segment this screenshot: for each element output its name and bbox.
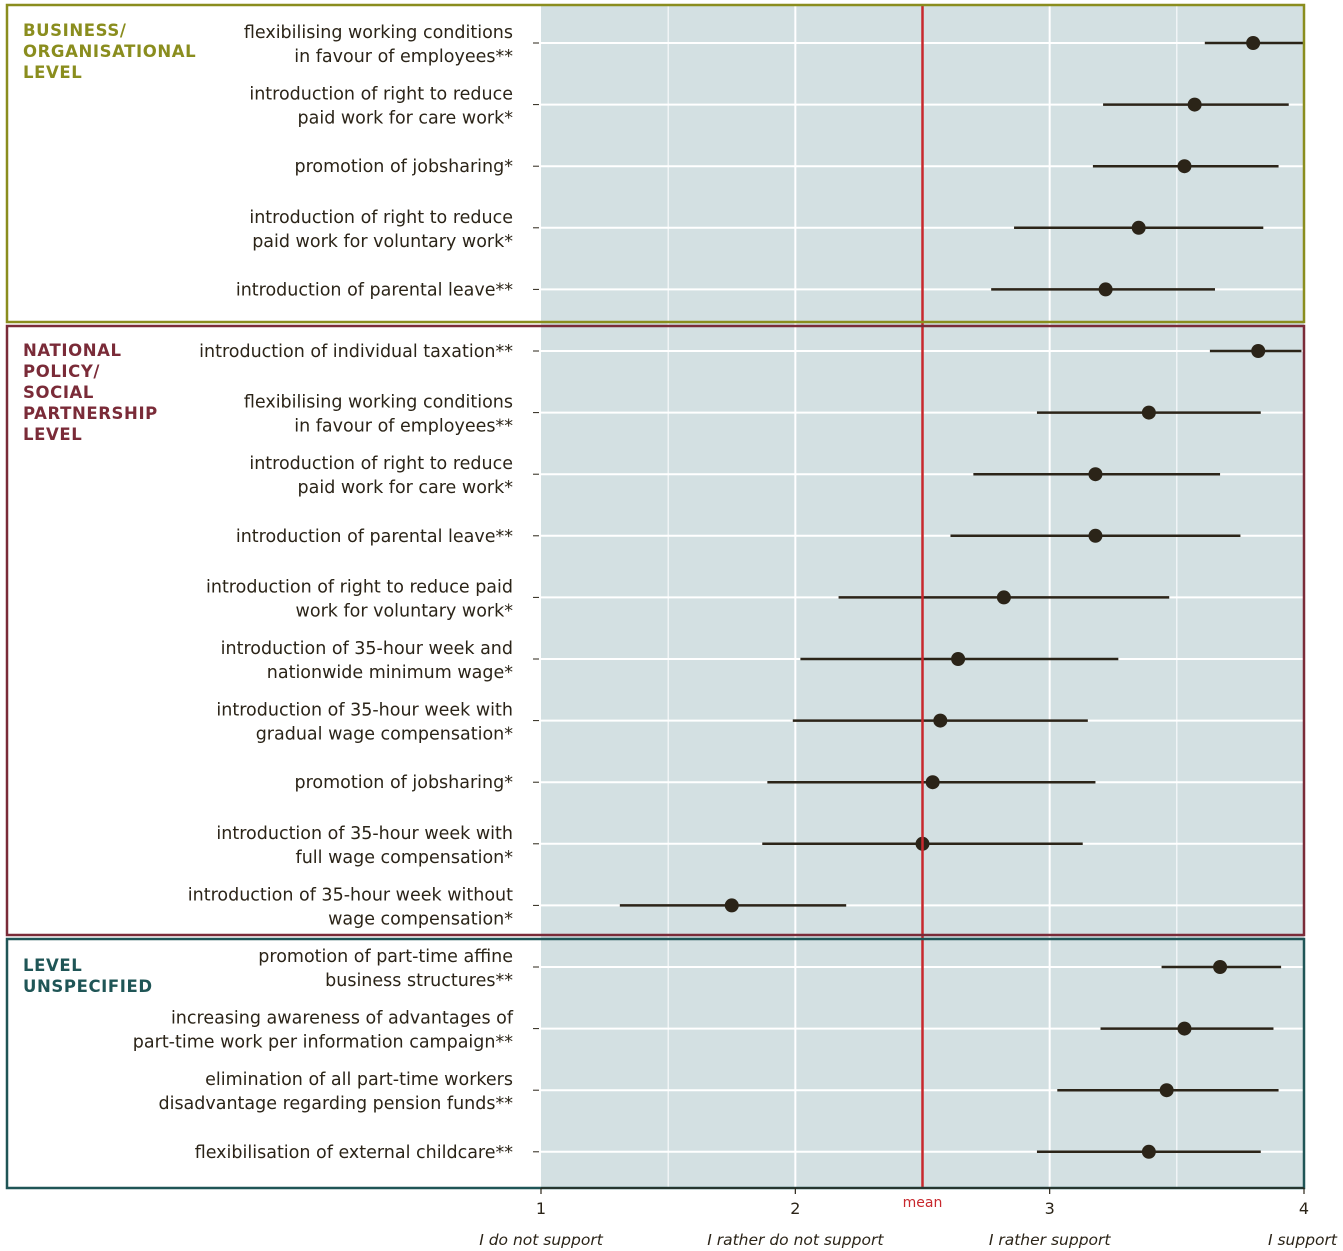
row-label: promotion of jobsharing* bbox=[294, 773, 513, 793]
x-scale-label: I rather support bbox=[989, 1231, 1112, 1249]
data-point bbox=[1159, 1083, 1174, 1098]
data-point bbox=[1141, 405, 1156, 420]
data-point bbox=[1187, 97, 1202, 112]
data-point bbox=[933, 713, 948, 728]
x-tick-label: 2 bbox=[790, 1199, 800, 1218]
group-title-national: NATIONAL POLICY/ SOCIAL PARTNERSHIP LEVE… bbox=[23, 341, 158, 444]
row-label: introduction of 35-hour week and nationwi… bbox=[221, 639, 514, 683]
data-point bbox=[1246, 36, 1261, 50]
mean-label: mean bbox=[903, 1195, 943, 1211]
row-label: flexibilising working conditions in favou… bbox=[244, 23, 513, 67]
data-point bbox=[1141, 1144, 1156, 1159]
data-point bbox=[1131, 220, 1146, 235]
group-title-unspecified: LEVEL UNSPECIFIED bbox=[23, 956, 153, 996]
data-point bbox=[1098, 282, 1113, 297]
data-point bbox=[1251, 344, 1266, 358]
data-point bbox=[1213, 960, 1228, 974]
data-point bbox=[1177, 1021, 1192, 1036]
row-label: introduction of 35-hour week with gradual… bbox=[216, 701, 513, 745]
x-scale-label: I rather do not support bbox=[707, 1231, 884, 1249]
x-tick-label: 4 bbox=[1299, 1199, 1309, 1218]
group-title-business: BUSINESS/ ORGANISATIONAL LEVEL bbox=[23, 21, 197, 82]
x-tick-label: 1 bbox=[536, 1199, 546, 1218]
data-point bbox=[951, 652, 966, 666]
row-label: promotion of part-time affine business st… bbox=[258, 947, 513, 991]
data-point bbox=[1088, 467, 1103, 482]
row-label: introduction of right to reduce paid work… bbox=[249, 208, 513, 252]
data-point bbox=[925, 775, 940, 790]
row-label: introduction of right to reduce paid work… bbox=[206, 577, 513, 621]
x-tick-label: 3 bbox=[1045, 1199, 1055, 1218]
data-point bbox=[1088, 528, 1103, 543]
data-point bbox=[1177, 159, 1192, 174]
row-label: flexibilising working conditions in favou… bbox=[244, 393, 513, 437]
row-label: introduction of right to reduce paid work… bbox=[249, 85, 513, 129]
group-frame bbox=[5, 3, 1306, 324]
row-label: introduction of parental leave** bbox=[236, 527, 513, 547]
data-point bbox=[996, 590, 1011, 605]
row-label: introduction of individual taxation** bbox=[199, 342, 513, 362]
x-scale-label: I do not support bbox=[479, 1231, 603, 1249]
row-label: promotion of jobsharing* bbox=[294, 157, 513, 177]
row-label: elimination of all part-time workers disa… bbox=[158, 1070, 513, 1114]
row-label: introduction of 35-hour week with full wa… bbox=[216, 824, 513, 868]
row-label: introduction of parental leave** bbox=[236, 280, 513, 300]
x-scale-label: I support bbox=[1268, 1231, 1338, 1249]
row-label: flexibilisation of external childcare** bbox=[195, 1143, 514, 1163]
data-point bbox=[724, 898, 739, 913]
row-label: introduction of 35-hour week without wage… bbox=[188, 885, 513, 929]
row-label: introduction of right to reduce paid work… bbox=[249, 454, 513, 498]
group-frame bbox=[5, 324, 1306, 937]
row-label: increasing awareness of advantages of par… bbox=[133, 1009, 514, 1053]
